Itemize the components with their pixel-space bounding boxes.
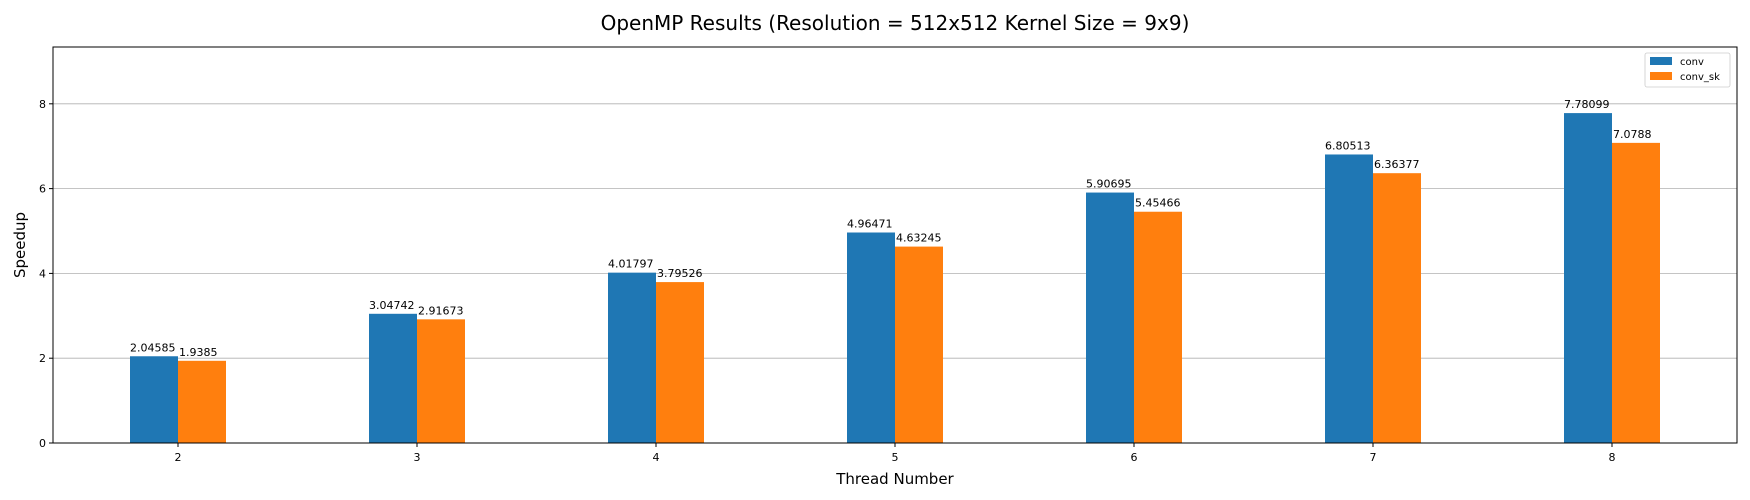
bar-conv-6 — [1086, 192, 1134, 443]
y-tick-label: 4 — [39, 267, 46, 280]
y-tick-label: 2 — [39, 352, 46, 365]
bar-value-label: 4.63245 — [896, 232, 942, 245]
bar-value-label: 3.04742 — [369, 299, 415, 312]
y-tick-label: 8 — [39, 98, 46, 111]
x-tick-label: 2 — [175, 451, 182, 464]
bar-conv_sk-3 — [417, 319, 465, 443]
bar-conv-2 — [130, 356, 178, 443]
bar-conv-7 — [1325, 154, 1373, 443]
bar-value-label: 2.91673 — [418, 304, 464, 317]
bar-value-label: 5.90695 — [1086, 178, 1132, 191]
legend-swatch-conv — [1650, 57, 1672, 65]
bar-conv-3 — [369, 313, 417, 443]
x-tick-label: 7 — [1370, 451, 1377, 464]
legend: conv conv_sk — [1644, 52, 1731, 88]
y-axis-ticks: 0 2 4 6 8 — [39, 98, 53, 450]
bar-value-label: 1.9385 — [179, 346, 218, 359]
bar-value-label: 2.04585 — [130, 341, 176, 354]
bar-value-label: 6.80513 — [1325, 139, 1371, 152]
bar-conv_sk-7 — [1373, 173, 1421, 443]
bar-value-label: 7.0788 — [1613, 128, 1652, 141]
bars — [130, 113, 1660, 443]
bar-conv_sk-6 — [1134, 211, 1182, 443]
y-axis-title: Speedup — [11, 212, 29, 278]
bar-conv-4 — [608, 272, 656, 443]
x-axis-title: Thread Number — [835, 470, 954, 488]
x-tick-label: 8 — [1609, 451, 1616, 464]
bar-labels: 2.04585 1.9385 3.04742 2.91673 4.017973.7952… — [130, 98, 1652, 359]
bar-value-label: 4.01797 — [608, 258, 654, 271]
legend-label: conv — [1680, 57, 1704, 68]
bar-conv_sk-2 — [178, 360, 226, 443]
bar-value-label: 5.45466 — [1135, 197, 1181, 210]
bar-conv-5 — [847, 232, 895, 443]
bar-conv_sk-4 — [656, 282, 704, 443]
bar-value-label: 3.79526 — [657, 267, 703, 280]
x-tick-label: 5 — [892, 451, 899, 464]
legend-label: conv_sk — [1680, 72, 1720, 83]
bar-conv_sk-5 — [895, 246, 943, 443]
y-tick-label: 6 — [39, 183, 46, 196]
bar-conv_sk-8 — [1612, 142, 1660, 443]
x-axis-ticks: 2 3 4 5 6 7 8 — [175, 443, 1616, 464]
x-tick-label: 4 — [653, 451, 660, 464]
bar-value-label: 7.78099 — [1564, 98, 1610, 111]
chart-title: OpenMP Results (Resolution = 512x512 Ker… — [601, 11, 1190, 35]
bar-value-label: 6.36377 — [1374, 158, 1420, 171]
x-tick-label: 3 — [414, 451, 421, 464]
legend-swatch-conv_sk — [1650, 72, 1672, 80]
x-tick-label: 6 — [1131, 451, 1138, 464]
bar-conv-8 — [1564, 113, 1612, 443]
y-tick-label: 0 — [39, 437, 46, 450]
bar-value-label: 4.96471 — [847, 218, 893, 231]
